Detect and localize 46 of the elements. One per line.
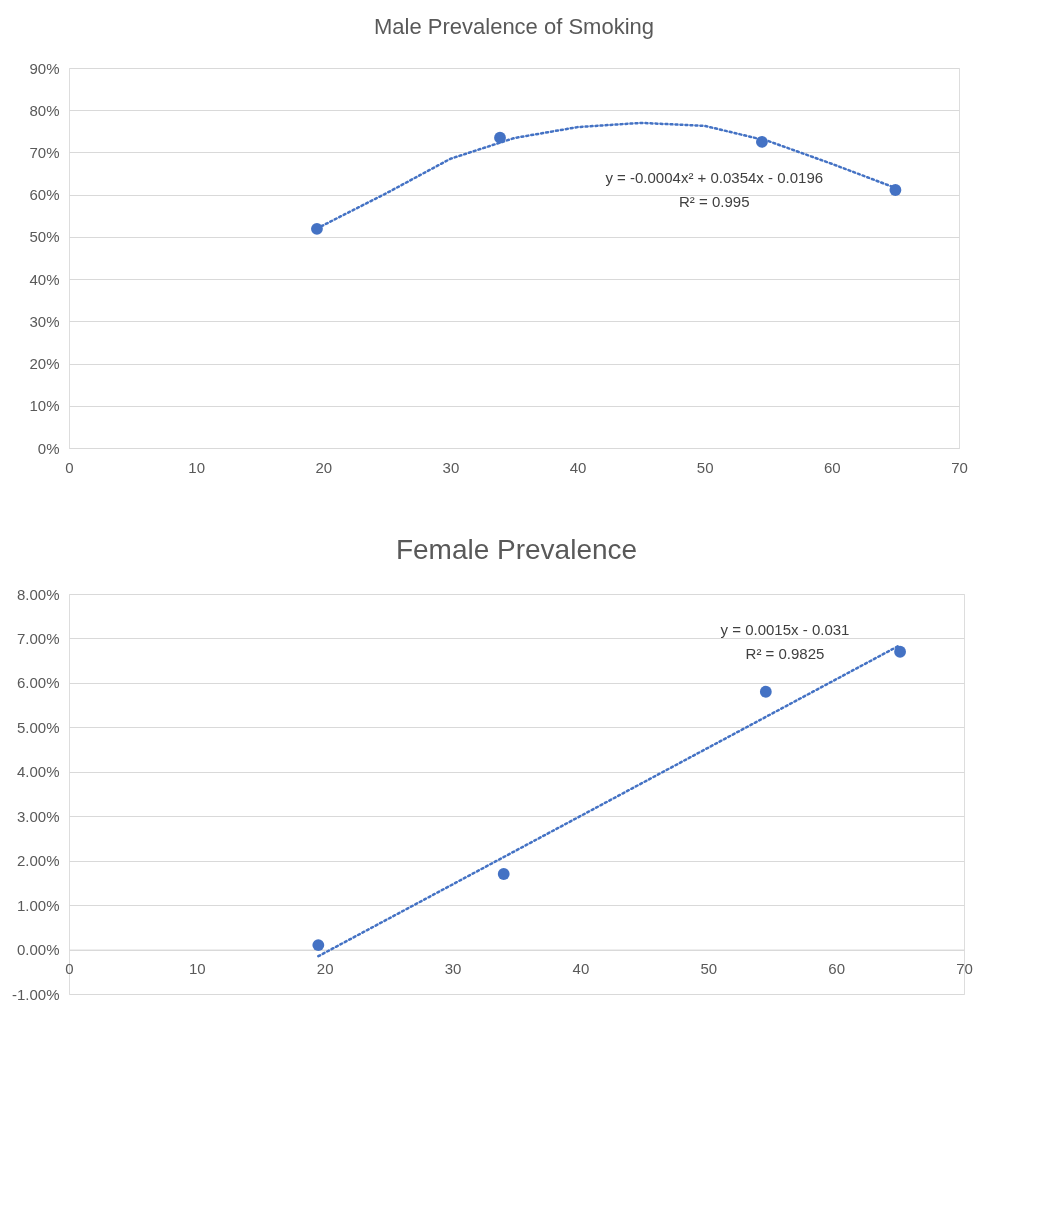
point — [497, 868, 510, 880]
y-tick-label: 90% — [29, 59, 60, 77]
y-tick-label: 10% — [29, 397, 60, 415]
x-tick-label: 70 — [951, 458, 968, 476]
point — [312, 939, 325, 952]
x-tick-label: 40 — [572, 960, 590, 978]
y-tick-label: 3.00% — [16, 807, 60, 825]
annotation: y = 0.0015x - 0.031 — [720, 621, 850, 638]
y-tick-label: 0% — [37, 439, 60, 457]
y-tick-label: 80% — [29, 101, 60, 119]
y-tick-label: 7.00% — [16, 629, 60, 647]
annotation: R² = 0.9825 — [745, 645, 825, 662]
point — [759, 685, 772, 698]
y-tick-label: -1.00% — [11, 985, 60, 1003]
y-tick-label: 40% — [29, 270, 60, 288]
x-tick-label: 70 — [956, 960, 973, 978]
y-tick-label: 4.00% — [16, 763, 60, 781]
chart-title: Female Prevalence — [395, 534, 638, 565]
annotation: y = -0.0004x² + 0.0354x - 0.0196 — [605, 169, 824, 187]
x-tick-label: 10 — [189, 960, 206, 978]
x-tick-label: 20 — [316, 960, 334, 978]
x-tick-label: 40 — [569, 458, 587, 476]
x-tick-label: 20 — [315, 458, 333, 476]
x-tick-label: 30 — [444, 960, 462, 978]
y-tick-label: 6.00% — [16, 674, 60, 692]
y-tick-label: 1.00% — [16, 896, 60, 914]
y-tick-label: 30% — [29, 312, 60, 330]
x-tick-label: 10 — [188, 458, 205, 476]
x-tick-label: 60 — [824, 458, 841, 476]
annotation: R² = 0.995 — [679, 193, 750, 211]
x-tick-label: 0 — [65, 458, 74, 476]
x-tick-label: 60 — [828, 960, 845, 978]
y-tick-label: 0.00% — [16, 941, 60, 959]
y-tick-label: 50% — [29, 228, 60, 246]
y-tick-label: 60% — [29, 186, 60, 204]
x-tick-label: 0 — [65, 960, 74, 978]
x-tick-label: 50 — [700, 960, 718, 978]
chart-title: Male Prevalence of Smoking — [373, 14, 655, 39]
x-tick-label: 30 — [442, 458, 460, 476]
point — [894, 645, 906, 658]
y-tick-label: 70% — [29, 143, 60, 161]
y-tick-label: 8.00% — [16, 585, 60, 603]
x-tick-label: 50 — [696, 458, 714, 476]
y-tick-label: 20% — [29, 355, 60, 373]
y-tick-label: 2.00% — [16, 852, 60, 870]
y-tick-label: 5.00% — [16, 718, 60, 736]
